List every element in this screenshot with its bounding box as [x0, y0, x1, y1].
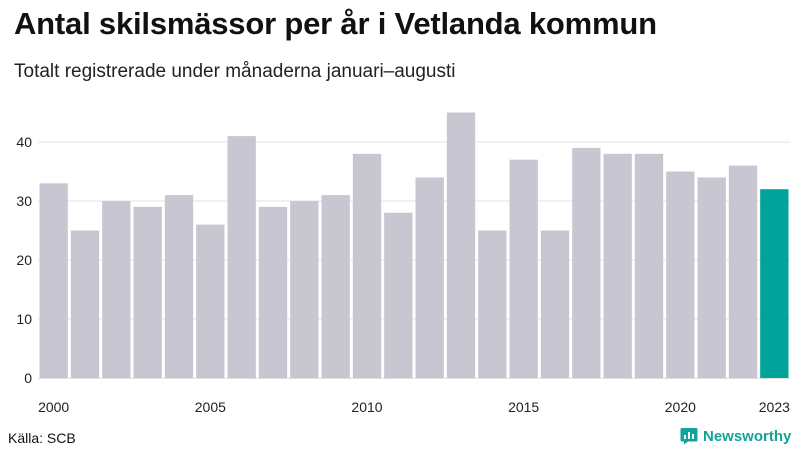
y-tick-label: 10	[16, 311, 32, 327]
bar-2000	[39, 183, 68, 378]
brand-label: Newsworthy	[703, 427, 792, 445]
bar-2022	[728, 165, 758, 378]
bar-2023	[760, 189, 789, 378]
chart-subtitle: Totalt registrerade under månaderna janu…	[14, 61, 456, 82]
x-tick-label: 2023	[759, 399, 790, 415]
x-tick-label: 2010	[351, 399, 382, 415]
x-tick-label: 2020	[665, 399, 696, 415]
y-tick-label: 0	[24, 370, 32, 386]
bar-2013	[446, 112, 476, 378]
brand-logo: Newsworthy	[680, 427, 791, 445]
bar-2001	[70, 230, 100, 378]
bar-2003	[133, 206, 162, 378]
bar-2016	[540, 230, 570, 378]
y-tick-label: 20	[16, 252, 32, 268]
y-tick-label: 30	[16, 193, 32, 209]
newsworthy-icon	[680, 428, 698, 445]
y-tick-label: 40	[16, 134, 32, 150]
bar-2014	[478, 230, 507, 378]
bar-2002	[102, 201, 131, 378]
bar-2004	[164, 195, 194, 378]
bar-2012	[415, 177, 444, 378]
bar-2009	[321, 195, 350, 378]
source-note: Källa: SCB	[8, 430, 76, 446]
bar-2015	[509, 159, 538, 378]
bar-2011	[384, 212, 413, 378]
bar-2019	[634, 153, 664, 378]
x-tick-label: 2000	[38, 399, 69, 415]
bar-2007	[258, 206, 288, 378]
bar-2018	[603, 153, 632, 378]
bar-2008	[290, 201, 319, 378]
bar-2005	[196, 224, 225, 378]
chart-title: Antal skilsmässor per år i Vetlanda komm…	[14, 6, 657, 41]
bar-2020	[666, 171, 695, 378]
bar-2017	[572, 147, 601, 378]
bar-2010	[352, 153, 382, 378]
bar-2006	[227, 136, 256, 378]
x-tick-label: 2015	[508, 399, 539, 415]
bar-2021	[697, 177, 726, 378]
x-tick-label: 2005	[195, 399, 226, 415]
